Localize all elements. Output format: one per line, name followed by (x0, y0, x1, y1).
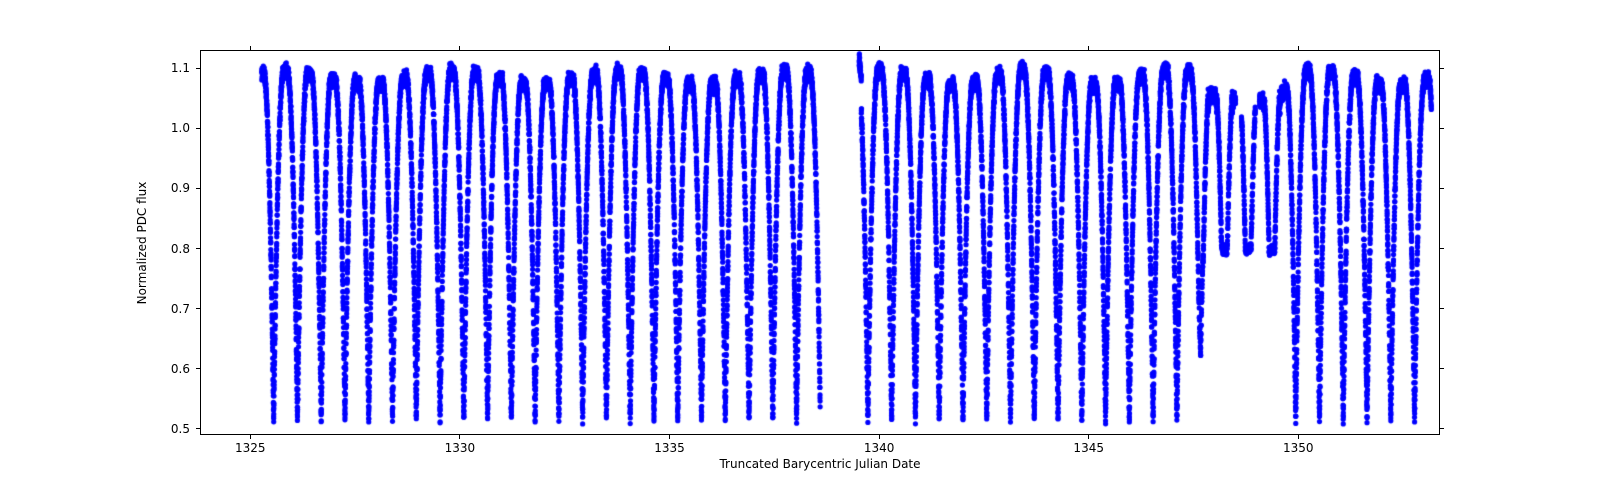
y-tick-label: 0.7 (166, 302, 190, 316)
y-tick-mark (196, 368, 200, 369)
x-tick-mark (879, 46, 880, 50)
x-tick-mark (669, 435, 670, 439)
x-tick-mark (250, 46, 251, 50)
x-tick-mark (1088, 435, 1089, 439)
x-tick-label: 1330 (445, 441, 476, 455)
y-tick-label: 0.8 (166, 242, 190, 256)
y-tick-mark (196, 188, 200, 189)
x-tick-label: 1335 (654, 441, 685, 455)
x-tick-mark (669, 46, 670, 50)
light-curve-figure: 1325 1330 1335 1340 1345 1350 0.5 0.6 0.7 0.8 0.9… (0, 0, 1600, 500)
x-tick-mark (1088, 46, 1089, 50)
y-tick-mark (1440, 308, 1444, 309)
scatter-points-layer (201, 51, 1441, 436)
y-tick-mark (1440, 68, 1444, 69)
y-tick-label: 0.9 (166, 181, 190, 195)
x-tick-mark (459, 435, 460, 439)
y-tick-mark (196, 308, 200, 309)
y-tick-mark (196, 248, 200, 249)
y-tick-label: 0.6 (166, 362, 190, 376)
y-tick-label: 0.5 (166, 422, 190, 436)
x-tick-label: 1340 (864, 441, 895, 455)
y-tick-mark (1440, 128, 1444, 129)
y-tick-mark (1440, 248, 1444, 249)
y-tick-mark (1440, 428, 1444, 429)
y-tick-mark (1440, 188, 1444, 189)
y-tick-mark (1440, 368, 1444, 369)
x-tick-mark (879, 435, 880, 439)
x-axis-label: Truncated Barycentric Julian Date (719, 457, 920, 471)
x-tick-label: 1345 (1073, 441, 1104, 455)
y-tick-mark (196, 68, 200, 69)
x-tick-mark (459, 46, 460, 50)
x-tick-mark (1298, 46, 1299, 50)
x-tick-label: 1325 (235, 441, 266, 455)
y-tick-label: 1.1 (166, 61, 190, 75)
y-tick-label: 1.0 (166, 121, 190, 135)
y-tick-mark (196, 428, 200, 429)
y-axis-label: Normalized PDC flux (135, 181, 149, 304)
x-tick-label: 1350 (1283, 441, 1314, 455)
y-tick-mark (196, 128, 200, 129)
plot-axes (200, 50, 1440, 435)
x-tick-mark (250, 435, 251, 439)
x-tick-mark (1298, 435, 1299, 439)
